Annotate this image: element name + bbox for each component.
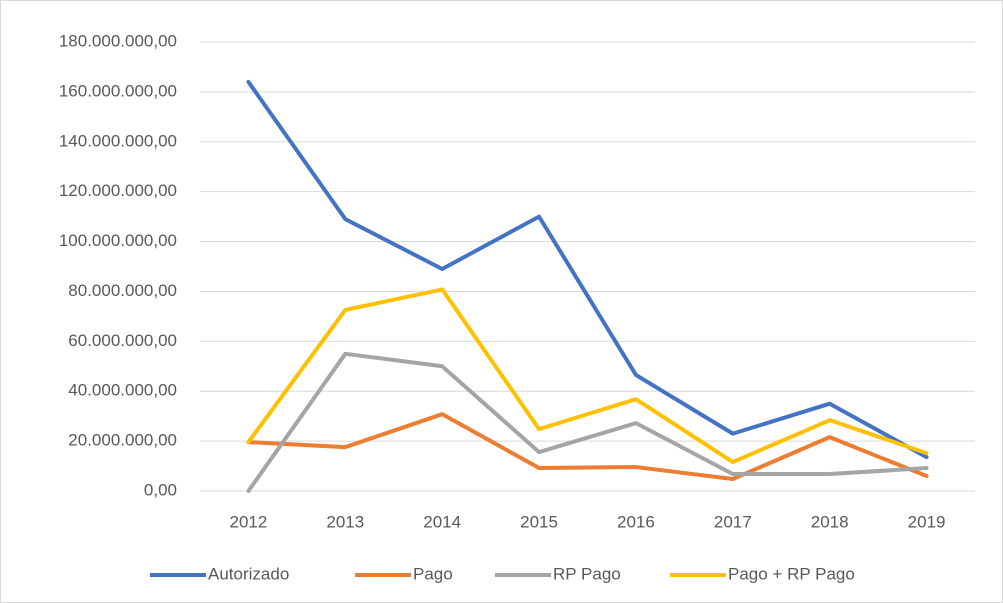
y-tick-label: 160.000.000,00 (59, 81, 177, 100)
series-line (246, 412, 929, 482)
x-tick-label: 2015 (520, 512, 558, 531)
x-tick-label: 2019 (908, 512, 946, 531)
x-tick-label: 2014 (423, 512, 461, 531)
y-tick-label: 40.000.000,00 (68, 381, 177, 400)
legend-label: Autorizado (208, 564, 289, 583)
y-tick-label: 100.000.000,00 (59, 231, 177, 250)
legend-label: Pago (413, 564, 453, 583)
y-tick-label: 140.000.000,00 (59, 131, 177, 150)
y-tick-label: 60.000.000,00 (68, 331, 177, 350)
legend-label: RP Pago (553, 564, 621, 583)
x-tick-label: 2017 (714, 512, 752, 531)
x-tick-label: 2012 (230, 512, 268, 531)
series-line (246, 287, 929, 465)
y-tick-label: 80.000.000,00 (68, 281, 177, 300)
x-tick-label: 2013 (326, 512, 364, 531)
y-tick-label: 20.000.000,00 (68, 431, 177, 450)
x-tick-label: 2016 (617, 512, 655, 531)
series-line (246, 79, 929, 460)
y-tick-label: 0,00 (144, 480, 177, 499)
y-tick-label: 180.000.000,00 (59, 31, 177, 50)
x-tick-label: 2018 (811, 512, 849, 531)
legend-label: Pago + RP Pago (728, 564, 855, 583)
y-tick-label: 120.000.000,00 (59, 181, 177, 200)
series-line (246, 351, 929, 493)
